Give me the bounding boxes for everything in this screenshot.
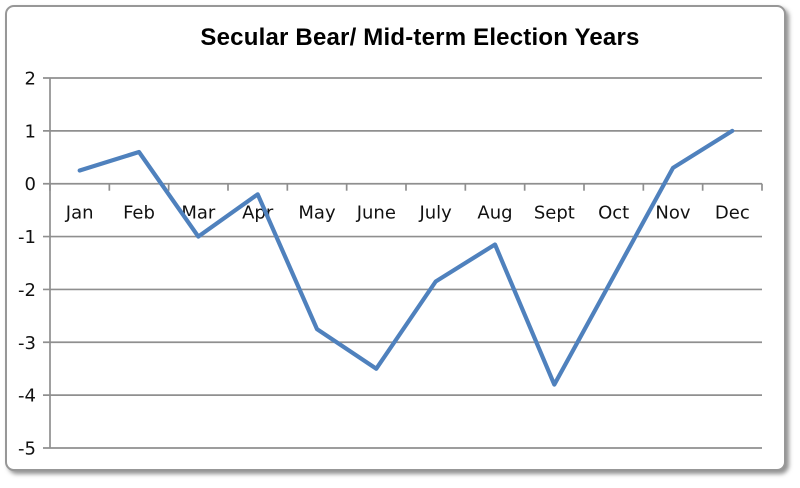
x-tick-label: Jan [65,203,94,224]
x-tick-label: Oct [598,203,629,224]
y-tick-label: -4 [18,386,36,407]
y-tick-label: -3 [18,333,36,354]
y-tick-label: -2 [18,280,36,301]
x-tick-label: Nov [655,203,690,224]
x-tick-label: Dec [715,203,750,224]
x-tick-label: Sept [534,203,575,224]
x-tick-label: May [298,203,336,224]
chart-frame [5,5,786,471]
x-tick-label: Aug [477,203,512,224]
y-tick-label: 1 [25,121,36,142]
x-tick-label: Mar [181,203,216,224]
data-series-line [77,128,735,387]
chart-title: Secular Bear/ Mid-term Election Years [200,24,640,51]
y-tick-label: 0 [25,174,36,195]
x-tick-label: June [356,203,396,224]
y-tick-label: 2 [25,69,36,90]
x-tick-label: Feb [123,203,155,224]
x-tick-label: July [418,203,452,224]
y-tick-label: -5 [18,439,36,460]
y-tick-label: -1 [18,227,36,248]
